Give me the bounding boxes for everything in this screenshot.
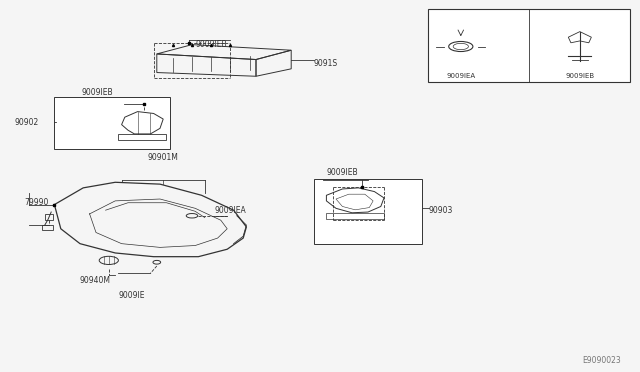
Text: 9009IEB: 9009IEB xyxy=(195,40,227,49)
Text: 9091S: 9091S xyxy=(314,59,338,68)
Text: 90903: 90903 xyxy=(429,206,453,215)
Bar xyxy=(314,179,422,244)
Text: 9009IEA: 9009IEA xyxy=(446,73,476,79)
Text: 9009IEB: 9009IEB xyxy=(326,169,358,177)
Text: 9009IE: 9009IE xyxy=(118,291,145,300)
Bar xyxy=(54,97,170,149)
Text: 79990: 79990 xyxy=(24,198,49,207)
Text: 9009IEB: 9009IEB xyxy=(565,73,595,79)
Bar xyxy=(428,9,630,82)
Text: 90901M: 90901M xyxy=(148,153,179,162)
Bar xyxy=(42,225,53,230)
Text: 9009IEB: 9009IEB xyxy=(82,88,113,97)
Text: E9090023: E9090023 xyxy=(582,356,621,365)
Text: 9009IEA: 9009IEA xyxy=(214,206,246,215)
Bar xyxy=(45,214,53,220)
Text: 90902: 90902 xyxy=(14,118,38,126)
Text: 90940M: 90940M xyxy=(80,276,111,285)
